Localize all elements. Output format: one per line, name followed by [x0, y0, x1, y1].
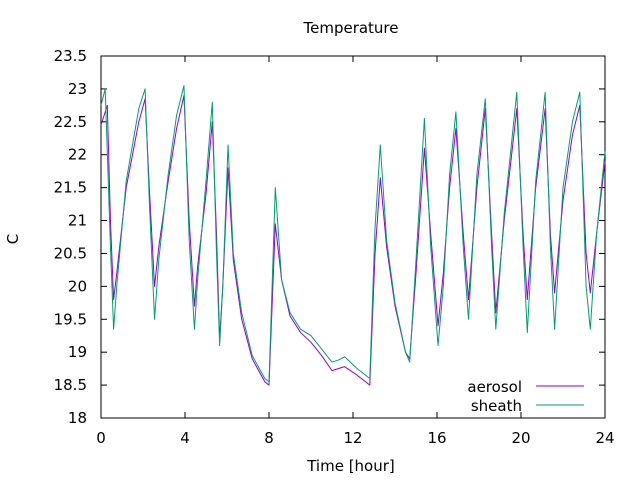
y-tick-label: 23	[68, 80, 87, 98]
y-tick-label: 18.5	[54, 376, 87, 394]
y-tick-label: 22	[68, 146, 87, 164]
legend-label-aerosol: aerosol	[467, 378, 522, 396]
y-tick-label: 18	[68, 409, 87, 427]
y-axis-label: C	[4, 234, 22, 244]
y-tick-label: 20	[68, 277, 87, 295]
x-tick-label: 16	[427, 429, 446, 447]
y-tick-label: 20.5	[54, 244, 87, 262]
y-tick-label: 23.5	[54, 47, 87, 65]
series-line-sheath	[100, 85, 606, 383]
x-tick-label: 8	[264, 429, 274, 447]
plot-frame	[100, 55, 606, 419]
y-tick-label: 19	[68, 343, 87, 361]
axis-ticks: 0 4 8 12 16 20 24 18 18.5 19 19.5 20 20.5 21 21.5 22 22.…	[54, 47, 615, 447]
legend: aerosol sheath	[467, 378, 584, 415]
y-tick-label: 21.5	[54, 179, 87, 197]
y-tick-label: 19.5	[54, 310, 87, 328]
x-tick-label: 12	[343, 429, 362, 447]
legend-label-sheath: sheath	[471, 397, 522, 415]
series-lines	[100, 85, 606, 386]
x-axis-label: Time [hour]	[306, 457, 395, 475]
x-tick-label: 0	[96, 429, 106, 447]
x-tick-label: 20	[511, 429, 530, 447]
chart-title: Temperature	[302, 19, 398, 37]
y-tick-label: 21	[68, 212, 87, 230]
series-line-aerosol	[100, 94, 606, 386]
x-tick-label: 4	[180, 429, 190, 447]
x-tick-label: 24	[595, 429, 614, 447]
y-tick-label: 22.5	[54, 113, 87, 131]
